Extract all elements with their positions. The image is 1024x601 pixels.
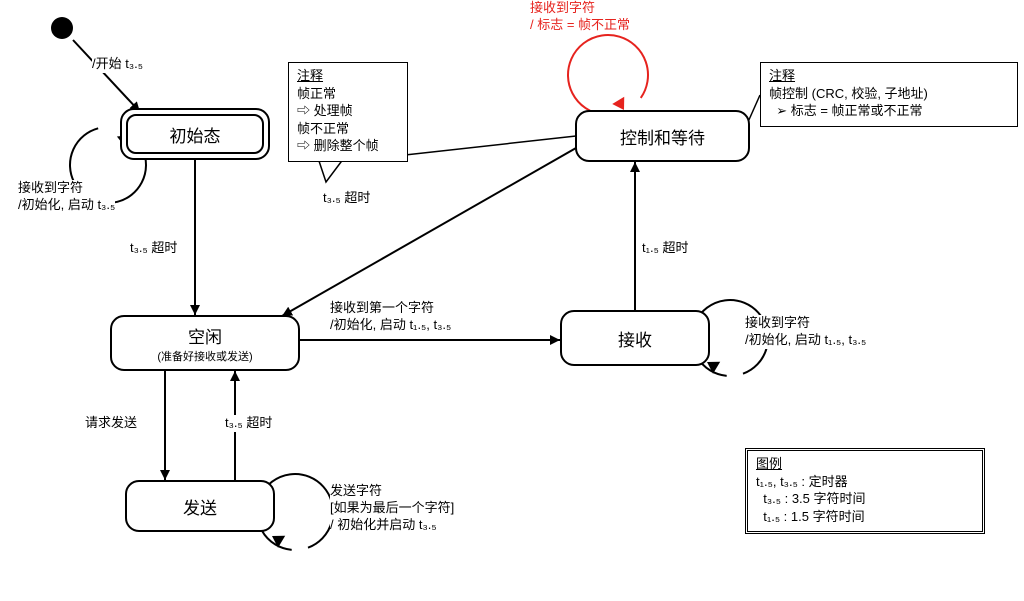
note-2: 注释 帧控制 (CRC, 校验, 子地址) ➢ 标志 = 帧正常或不正常 (760, 62, 1018, 127)
label-idle-to-recv: 接收到第一个字符/初始化, 启动 t₁.₅, t₃.₅ (330, 300, 451, 334)
start-node (51, 17, 73, 39)
label-recv-loop: 接收到字符/初始化, 启动 t₁.₅, t₃.₅ (745, 315, 866, 349)
state-initial: 初始态 (120, 108, 270, 160)
state-initial-title: 初始态 (170, 122, 221, 147)
state-send-title: 发送 (183, 494, 217, 519)
label-control-to-idle: t₃.₅ 超时 (323, 190, 370, 207)
label-recv-to-ctrl: t₁.₅ 超时 (642, 240, 688, 257)
note-2-body: 帧控制 (CRC, 校验, 子地址) ➢ 标志 = 帧正常或不正常 (769, 85, 1009, 120)
legend-title: 图例 (756, 456, 782, 471)
state-send: 发送 (125, 480, 275, 532)
note-1: 注释 帧正常⇨ 处理帧帧不正常⇨ 删除整个帧 (288, 62, 408, 162)
legend-box: 图例 t₁.₅, t₃.₅ : 定时器 t₃.₅ : 3.5 字符时间 t₁.₅… (745, 448, 985, 534)
state-idle-title: 空闲 (188, 323, 222, 348)
label-idle-send-req: 请求发送 (85, 415, 137, 432)
state-receive: 接收 (560, 310, 710, 366)
state-control: 控制和等待 (575, 110, 750, 162)
note-1-title: 注释 (297, 68, 323, 83)
label-init-loop: 接收到字符/初始化, 启动 t₃.₅ (18, 180, 115, 214)
state-control-title: 控制和等待 (620, 124, 705, 149)
legend-body: t₁.₅, t₃.₅ : 定时器 t₃.₅ : 3.5 字符时间 t₁.₅ : … (756, 473, 974, 526)
state-receive-title: 接收 (618, 326, 652, 351)
note-1-body: 帧正常⇨ 处理帧帧不正常⇨ 删除整个帧 (297, 85, 399, 155)
state-idle: 空闲 (准备好接收或发送) (110, 315, 300, 371)
label-init-to-idle: t₃.₅ 超时 (130, 240, 177, 257)
label-start-edge: /开始 t₃.₅ (92, 56, 143, 73)
label-send-loop: 发送字符[如果为最后一个字符]/ 初始化并启动 t₃.₅ (330, 483, 454, 534)
note-2-title: 注释 (769, 68, 795, 83)
label-send-to-idle: t₃.₅ 超时 (225, 415, 272, 432)
label-ctrl-loop: 接收到字符/ 标志 = 帧不正常 (530, 0, 630, 34)
state-idle-sub: (准备好接收或发送) (157, 348, 252, 364)
